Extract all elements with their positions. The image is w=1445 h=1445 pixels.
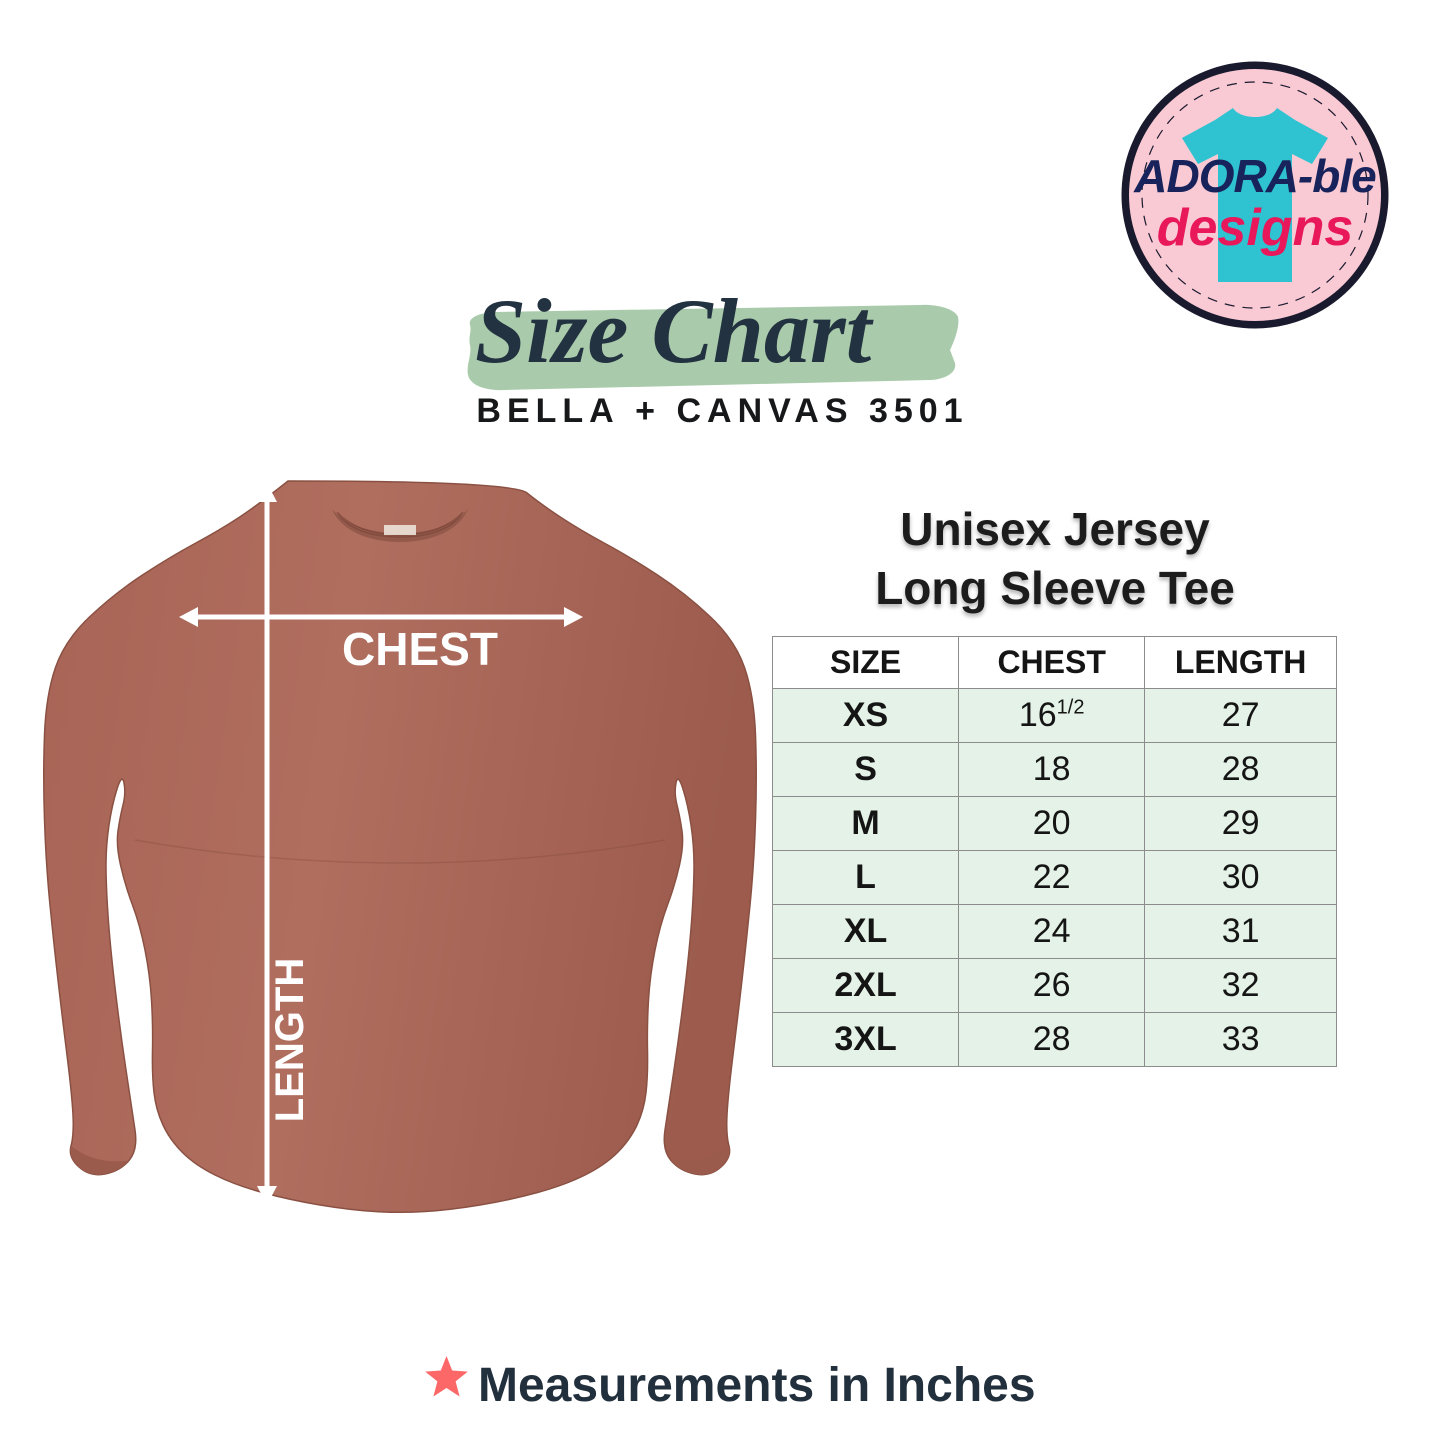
svg-text:CHEST: CHEST — [342, 623, 498, 675]
svg-text:LENGTH: LENGTH — [268, 958, 312, 1122]
